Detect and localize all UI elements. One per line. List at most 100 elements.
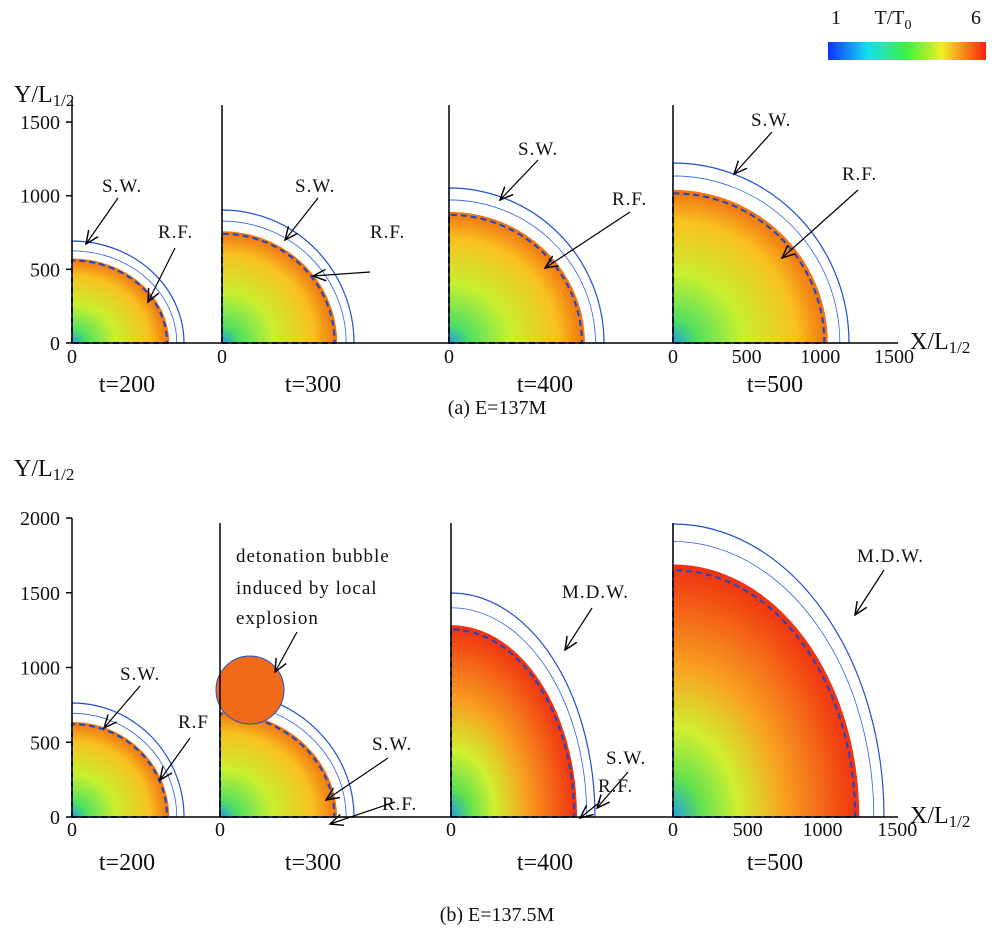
annotation: induced by local	[236, 578, 378, 599]
colorbar-max: 6	[971, 7, 981, 29]
annotation: R.F.	[612, 189, 647, 210]
annotation: S.W.	[295, 176, 335, 197]
x-axis-label: X/L1/2	[910, 329, 970, 357]
x-tick-label: 500	[733, 819, 763, 841]
annotations-a: S.W. R.F. S.W. R.F. S.W. R.F. S.W. R.F.	[86, 110, 877, 302]
x-tick-label: 0	[668, 346, 678, 368]
y-axis-label-sub: 1/2	[53, 91, 75, 110]
y-tick-label: 0	[50, 807, 60, 829]
annotation: R.F.	[382, 794, 417, 815]
shock-front	[71, 702, 185, 818]
annotation: detonation bubble	[236, 546, 390, 567]
y-axis-label-main: Y/L	[14, 82, 53, 108]
time-label: t=400	[517, 850, 573, 876]
colorbar-min: 1	[831, 7, 841, 29]
x-tick-label: 1500	[874, 346, 914, 368]
simulation-field	[673, 564, 860, 817]
shock-front	[672, 541, 875, 818]
simulations	[71, 162, 885, 818]
time-label: t=500	[747, 850, 803, 876]
time-label: t=300	[285, 372, 341, 398]
x-axis-label-sub: 1/2	[949, 812, 971, 831]
y-axis-label-sub: 1/2	[53, 465, 75, 484]
reaction-front	[450, 628, 576, 818]
annotation: S.W.	[518, 139, 558, 160]
annotation: R.F	[178, 712, 209, 733]
shock-front	[71, 250, 178, 344]
axes: t=200 0 t=300 0 t=400 0 t=500 0 500 1000 1500 0 500 1…	[14, 82, 970, 876]
simulation-field	[222, 231, 338, 343]
x-tick-label: 1000	[803, 819, 843, 841]
y-tick-label: 0	[50, 333, 60, 355]
annotation: S.W.	[102, 176, 142, 197]
x-tick-label: 0	[215, 819, 225, 841]
annotation: S.W.	[606, 748, 646, 769]
reaction-front	[448, 213, 583, 344]
y-tick-label: 1500	[20, 112, 60, 134]
shock-front	[672, 162, 850, 344]
x-tick-label: 0	[446, 819, 456, 841]
shock-front	[450, 592, 596, 818]
simulation-field	[220, 711, 337, 817]
annotation: S.W.	[372, 734, 412, 755]
colorbar-label: T/T0	[875, 7, 912, 33]
x-tick-label: 0	[444, 346, 454, 368]
x-axis-label-main: X/L	[910, 329, 949, 355]
x-tick-label: 1000	[800, 346, 840, 368]
simulation-field	[673, 189, 828, 343]
reaction-front	[221, 232, 336, 344]
x-tick-label: 0	[67, 346, 77, 368]
caption: (a) E=137M	[448, 397, 547, 419]
shock-front	[221, 209, 355, 344]
x-tick-label: 0	[668, 819, 678, 841]
caption: (b) E=137.5M	[440, 904, 555, 926]
time-label: t=500	[747, 372, 803, 398]
time-label: t=200	[99, 850, 155, 876]
annotation: M.D.W.	[562, 582, 629, 603]
y-axis-label: Y/L1/2	[14, 456, 74, 484]
time-label: t=400	[517, 372, 573, 398]
annotation: M.D.W.	[857, 546, 924, 567]
annotations-b: S.W. R.F detonation bubble induced by lo…	[104, 546, 924, 824]
reaction-front	[71, 259, 169, 344]
time-label: t=200	[99, 372, 155, 398]
shock-front	[672, 175, 841, 344]
y-tick-label: 500	[30, 259, 60, 281]
x-axis-label-sub: 1/2	[949, 338, 971, 357]
simulation-field	[72, 258, 170, 343]
annotation: S.W.	[751, 110, 791, 131]
shock-front	[450, 607, 588, 818]
shock-front	[221, 220, 347, 344]
reaction-front	[672, 569, 857, 818]
y-axis-label: Y/L1/2	[14, 82, 74, 110]
y-tick-label: 1500	[20, 583, 60, 605]
annotation: R.F.	[158, 222, 193, 243]
colorbar	[828, 42, 986, 60]
x-tick-label: 0	[67, 819, 77, 841]
shock-front	[672, 523, 885, 818]
x-tick-label: 1500	[877, 819, 917, 841]
shock-front	[71, 712, 178, 818]
annotation: explosion	[236, 608, 319, 629]
time-label: t=300	[285, 850, 341, 876]
x-tick-label: 500	[732, 346, 762, 368]
annotation: R.F.	[370, 222, 405, 243]
shock-front	[448, 199, 596, 344]
y-tick-label: 1000	[20, 186, 60, 208]
y-axis-label-main: Y/L	[14, 456, 53, 482]
x-axis-label: X/L1/2	[910, 803, 970, 831]
x-axis-label-main: X/L	[910, 803, 949, 829]
annotation: S.W.	[120, 664, 160, 685]
simulation-field	[451, 625, 577, 817]
annotation: R.F.	[598, 776, 633, 797]
annotation: R.F.	[842, 164, 877, 185]
y-tick-label: 2000	[20, 508, 60, 530]
shock-front	[448, 187, 605, 344]
x-tick-label: 0	[217, 346, 227, 368]
y-tick-label: 1000	[20, 658, 60, 680]
detonation-bubble	[215, 655, 285, 725]
simulation-field	[449, 211, 585, 343]
simulation-field	[72, 721, 170, 817]
y-tick-label: 500	[30, 732, 60, 754]
